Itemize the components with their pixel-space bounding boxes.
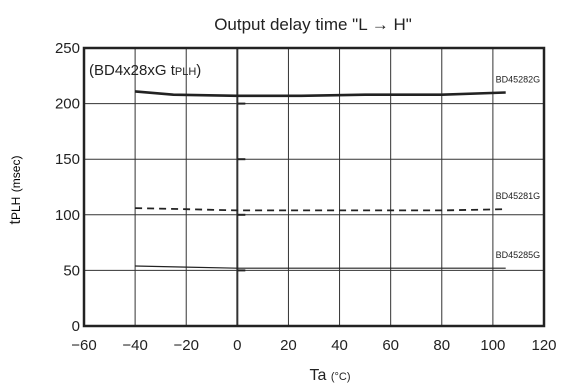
- series-label: BD45285G: [496, 250, 541, 260]
- chart-note: (BD4x28xG tPLH): [89, 62, 201, 79]
- x-tick-label: 80: [433, 337, 450, 354]
- x-tick-label: 120: [531, 337, 556, 354]
- chart-note-main: (BD4x28xG t: [89, 62, 176, 79]
- y-tick-label: 250: [55, 40, 80, 57]
- y-tick-label: 200: [55, 96, 80, 113]
- series-label: BD45282G: [496, 74, 541, 84]
- x-tick-label: −60: [71, 337, 96, 354]
- x-tick-label: 60: [382, 337, 399, 354]
- chart-title: Output delay time "L → H": [214, 15, 412, 34]
- y-axis-label-main: t: [7, 219, 24, 224]
- x-axis-label-unit: (°C): [331, 371, 351, 383]
- x-tick-label: 20: [280, 337, 297, 354]
- y-tick-label: 50: [63, 262, 80, 279]
- series-line-3: [135, 265, 506, 269]
- plot-frame: [82, 46, 546, 328]
- chart-note-close: ): [196, 62, 201, 79]
- y-axis-label-sub: PLH: [9, 197, 23, 220]
- y-tick-label: 100: [55, 207, 80, 224]
- series-line-1: [134, 90, 506, 98]
- grid: [84, 48, 544, 326]
- series-label: BD45281G: [496, 191, 541, 201]
- x-tick-label: 100: [480, 337, 505, 354]
- plot-border: [82, 46, 546, 328]
- y-axis-label-unit: (msec): [9, 156, 23, 193]
- x-tick-label: 0: [233, 337, 241, 354]
- x-tick-label: −20: [173, 337, 198, 354]
- series-line-2: [135, 207, 506, 212]
- y-tick-label: 0: [72, 318, 80, 335]
- y-axis-label: tPLH (msec): [7, 156, 24, 225]
- x-axis-label: Ta (°C): [309, 367, 350, 384]
- chart-note-sub: PLH: [175, 66, 196, 78]
- x-tick-label: 40: [331, 337, 348, 354]
- x-axis-label-main: Ta: [309, 367, 326, 384]
- y-tick-labels: 0 50 100 150 200 250: [55, 40, 80, 335]
- x-tick-labels: −60 −40 −20 0 20 40 60 80 100 120: [71, 337, 556, 354]
- x-tick-label: −40: [122, 337, 147, 354]
- series-layer: BD45282G BD45281G BD45285G: [134, 74, 541, 269]
- y-tick-label: 150: [55, 151, 80, 168]
